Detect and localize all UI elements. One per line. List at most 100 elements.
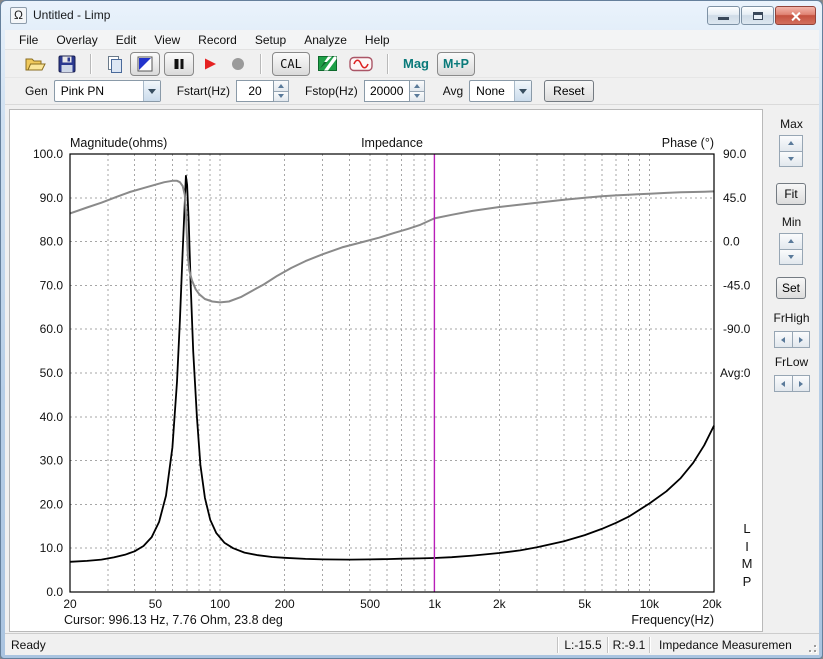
copy-button[interactable] (106, 55, 122, 73)
mag-phase-view-toggle[interactable]: M+P (437, 52, 475, 76)
limp-logo: M (742, 556, 753, 571)
minimize-button[interactable] (707, 6, 740, 25)
frlow-label: FrLow (764, 355, 819, 369)
frlow-right-button[interactable] (793, 375, 811, 392)
up-arrow-icon (788, 239, 794, 243)
mag-view-toggle[interactable]: Mag (403, 56, 429, 71)
svg-text:2k: 2k (493, 597, 507, 611)
right-arrow-icon (799, 381, 803, 387)
menu-item-help[interactable]: Help (356, 30, 399, 49)
svg-text:200: 200 (275, 597, 295, 611)
calibrate-button[interactable]: CAL (272, 52, 310, 76)
menu-item-edit[interactable]: Edit (107, 30, 146, 49)
chevron-down-icon (148, 89, 156, 94)
toolbar-separator (387, 54, 389, 74)
record-button[interactable] (230, 56, 246, 72)
fstart-down-button[interactable] (274, 92, 289, 103)
menu-item-setup[interactable]: Setup (246, 30, 295, 49)
gen-label: Gen (25, 84, 48, 98)
spectrum-button[interactable] (318, 56, 337, 71)
left-arrow-icon (781, 381, 785, 387)
menu-item-analyze[interactable]: Analyze (295, 30, 356, 49)
fstop-up-button[interactable] (410, 80, 425, 92)
status-mode: Impedance Measuremen (651, 634, 803, 655)
pause-toggle-button[interactable] (164, 52, 194, 76)
min-up-button[interactable] (779, 233, 803, 250)
limp-logo: P (743, 574, 752, 589)
fit-button[interactable]: Fit (776, 183, 806, 205)
menu-bar: File Overlay Edit View Record Setup Anal… (5, 30, 819, 50)
open-file-button[interactable] (25, 55, 46, 73)
max-label: Max (764, 117, 819, 131)
menu-item-file[interactable]: File (10, 30, 47, 49)
frlow-left-button[interactable] (774, 375, 793, 392)
resize-grip[interactable] (803, 634, 819, 655)
avg-combo[interactable]: None (469, 80, 532, 102)
fstop-down-button[interactable] (410, 92, 425, 103)
frhigh-right-button[interactable] (793, 331, 811, 348)
start-button[interactable] (202, 56, 218, 72)
svg-text:100: 100 (210, 597, 230, 611)
status-right-level: R:-9.1 (609, 634, 649, 655)
copy-page-icon (106, 55, 122, 73)
svg-text:-90.0: -90.0 (723, 322, 751, 336)
fstart-input[interactable]: 20 (236, 80, 274, 102)
frlow-stepper[interactable] (774, 375, 810, 392)
svg-text:50: 50 (149, 597, 163, 611)
up-arrow-icon (788, 141, 794, 145)
svg-text:70.0: 70.0 (40, 278, 64, 292)
max-down-button[interactable] (779, 152, 803, 168)
client-area: Magnitude(ohms) Impedance Phase (°) Curs… (5, 105, 819, 633)
combo-dropdown-button[interactable] (514, 81, 531, 101)
fstart-label: Fstart(Hz) (177, 84, 230, 98)
pause-icon (171, 56, 187, 72)
combo-dropdown-button[interactable] (143, 81, 160, 101)
min-stepper[interactable] (779, 233, 803, 265)
set-button[interactable]: Set (776, 277, 806, 299)
svg-text:80.0: 80.0 (40, 235, 64, 249)
avg-counter: Avg:0 (720, 366, 751, 380)
svg-text:90.0: 90.0 (723, 147, 747, 161)
menu-item-view[interactable]: View (145, 30, 189, 49)
frhigh-stepper[interactable] (774, 331, 810, 348)
up-arrow-icon (414, 84, 420, 88)
generator-toggle-button[interactable] (130, 52, 160, 76)
record-circle-icon (230, 56, 246, 72)
fstart-stepper[interactable]: 20 (236, 80, 289, 102)
close-button[interactable] (775, 6, 816, 25)
svg-text:40.0: 40.0 (40, 410, 64, 424)
status-ready: Ready (5, 634, 557, 655)
restore-button[interactable] (741, 6, 774, 25)
titlebar[interactable]: Ω Untitled - Limp (1, 1, 822, 30)
min-down-button[interactable] (779, 250, 803, 266)
svg-text:5k: 5k (578, 597, 592, 611)
svg-text:-45.0: -45.0 (723, 278, 751, 292)
scale-control-panel: Max Fit Min Set FrHigh FrLow (764, 105, 819, 633)
fstop-stepper[interactable]: 20000 (364, 80, 425, 102)
svg-text:1k: 1k (428, 597, 442, 611)
reset-button[interactable]: Reset (544, 80, 593, 102)
max-up-button[interactable] (779, 135, 803, 152)
save-button[interactable] (58, 55, 76, 73)
cursor-readout: Cursor: 996.13 Hz, 7.76 Ohm, 23.8 deg (64, 613, 283, 627)
svg-text:100.0: 100.0 (33, 147, 63, 161)
right-axis-title: Phase (°) (662, 136, 714, 150)
down-arrow-icon (414, 94, 420, 98)
generator-flag-icon (137, 56, 153, 72)
down-arrow-icon (788, 255, 794, 259)
frhigh-left-button[interactable] (774, 331, 793, 348)
fstop-input[interactable]: 20000 (364, 80, 410, 102)
app-icon[interactable]: Ω (10, 7, 27, 24)
menu-item-overlay[interactable]: Overlay (47, 30, 106, 49)
chart-title: Impedance (361, 136, 423, 150)
svg-text:10k: 10k (640, 597, 660, 611)
generator-type-combo[interactable]: Pink PN (54, 80, 161, 102)
svg-text:0.0: 0.0 (723, 235, 740, 249)
menu-item-record[interactable]: Record (189, 30, 246, 49)
fstop-label: Fstop(Hz) (305, 84, 358, 98)
sine-view-button[interactable] (349, 56, 373, 72)
left-axis-title: Magnitude(ohms) (70, 136, 167, 150)
impedance-chart: Magnitude(ohms) Impedance Phase (°) Curs… (10, 110, 762, 631)
fstart-up-button[interactable] (274, 80, 289, 92)
max-stepper[interactable] (779, 135, 803, 167)
